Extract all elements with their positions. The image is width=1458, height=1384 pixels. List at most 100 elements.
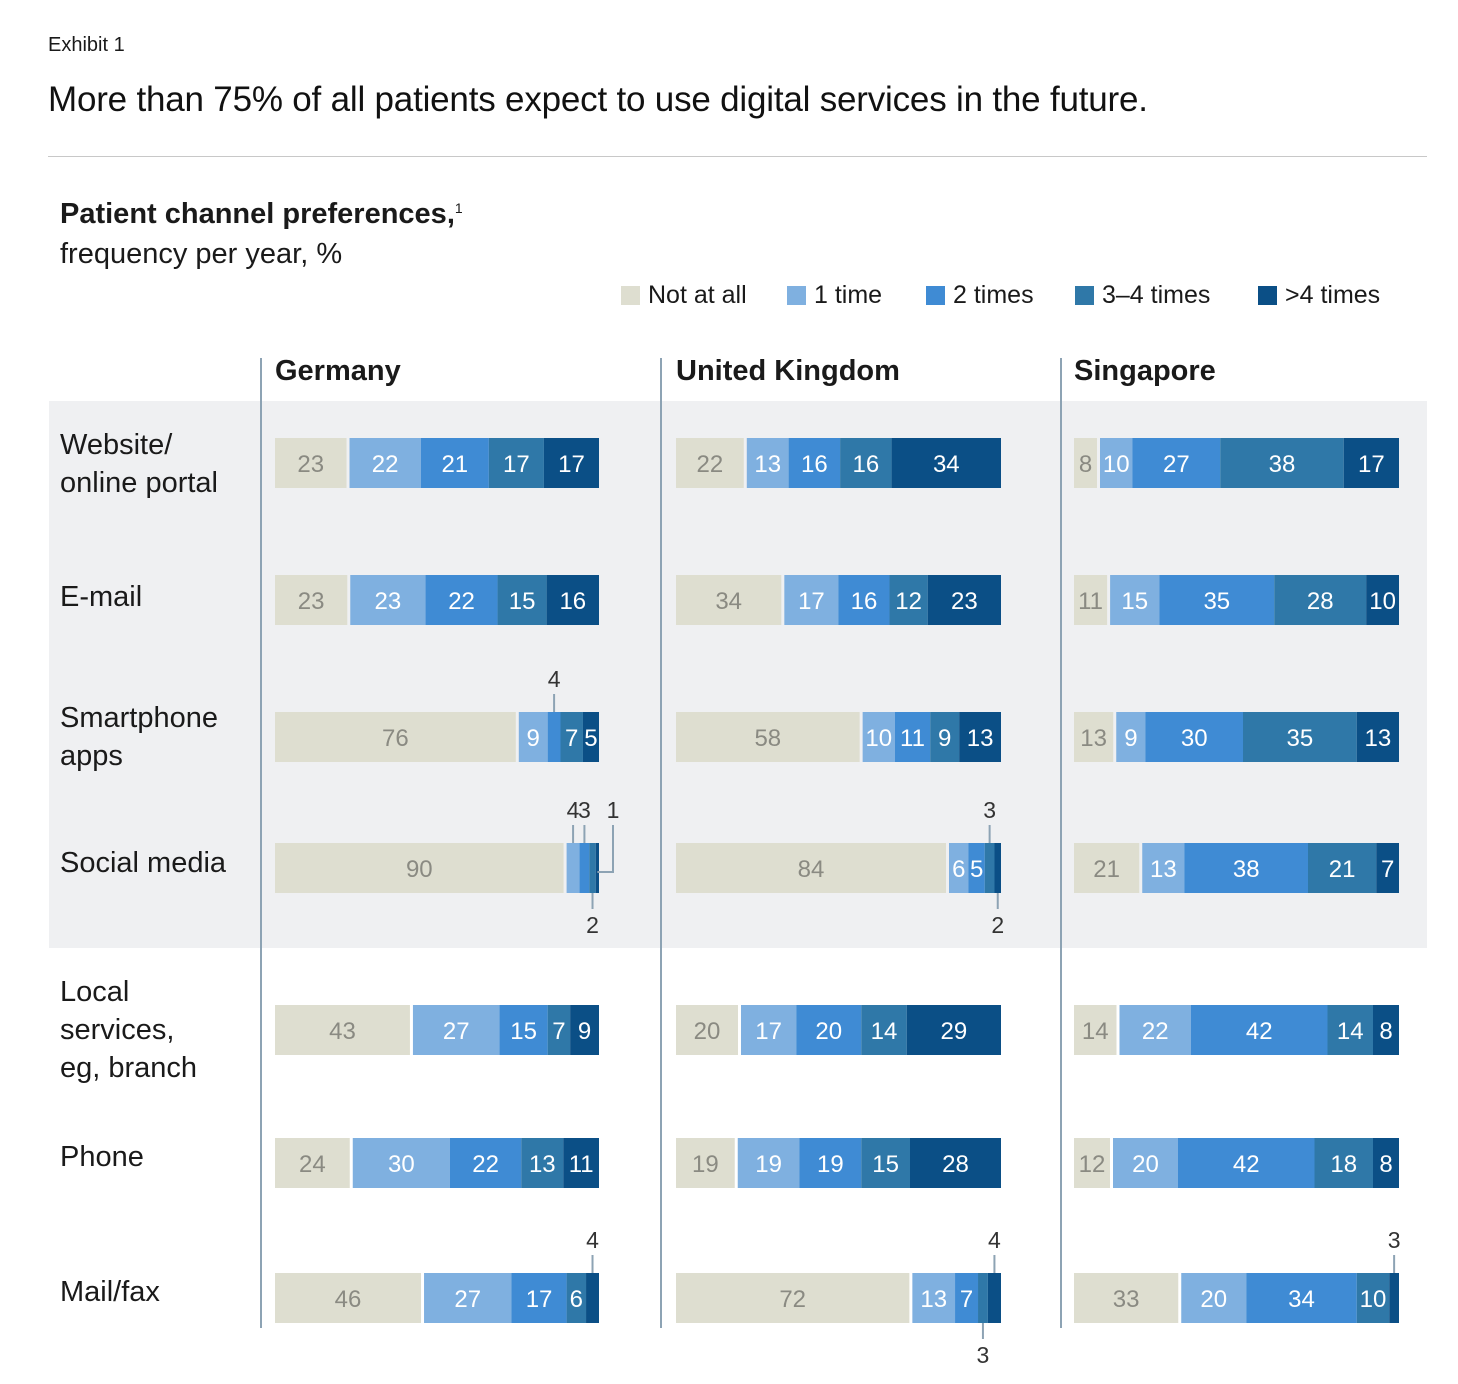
bar-united-kingdom-local-services-eg-branch-2-times [796,1005,862,1055]
bar-united-kingdom-mail-fax-1-time [912,1273,956,1323]
bar-value-label: 13 [529,1151,556,1178]
legend-label: 1 time [814,280,883,309]
bar-value-label: 17 [503,451,530,478]
bar-united-kingdom-social-media-4-times [994,843,1001,893]
category-label-e-mail: E-mail [60,581,142,613]
bar-germany-website-online-portal-2-times [420,438,489,488]
bar-value-label: 11 [569,1151,594,1178]
bar-value-label: 76 [382,725,409,752]
bar-singapore-social-media-3-4-times [1308,843,1377,893]
bar-germany-local-services-eg-branch-2-times [499,1005,548,1055]
bar-value-label: 14 [1082,1018,1109,1045]
callout-label: 4 [567,797,580,823]
bar-united-kingdom-social-media-3-4-times [984,843,995,893]
bar-germany-e-mail-3-4-times [497,575,547,625]
bar-germany-phone-not-at-all [275,1138,350,1188]
bar-value-label: 13 [920,1286,947,1313]
bar-value-label: 18 [1330,1151,1357,1178]
bar-value-label: 14 [871,1018,898,1045]
bar-singapore-website-online-portal-3-4-times [1220,438,1344,488]
legend-label: 2 times [953,280,1034,309]
bar-germany-phone-1-time [352,1138,450,1188]
bar-germany-mail-fax-1-time [424,1273,512,1323]
bar-value-label: 15 [1121,588,1148,615]
bar-value-label: 15 [872,1151,899,1178]
legend-label: >4 times [1285,280,1381,309]
bar-value-label: 38 [1233,856,1260,883]
bar-singapore-e-mail-not-at-all [1074,575,1108,625]
bar-singapore-social-media-4-times [1376,843,1399,893]
bar-value-label: 35 [1287,725,1314,752]
divider [48,156,1427,157]
bar-value-label: 23 [297,451,324,478]
bar-value-label: 20 [1132,1151,1159,1178]
bar-value-label: 30 [388,1151,415,1178]
category-label-line: online portal [60,467,218,499]
bar-singapore-smartphone-apps-not-at-all [1074,712,1114,762]
bar-value-label: 90 [406,856,433,883]
bar-value-label: 30 [1181,725,1208,752]
bar-singapore-e-mail-2-times [1159,575,1275,625]
legend-item-3-4-times: 3–4 times [1075,280,1210,310]
bar-united-kingdom-local-services-eg-branch-not-at-all [676,1005,738,1055]
bar-value-label: 9 [938,725,951,752]
bar-value-label: 7 [565,725,578,752]
bar-value-label: 7 [1381,856,1394,883]
bar-singapore-local-services-eg-branch-1-time [1119,1005,1191,1055]
chart-title: Patient channel preferences,1 [60,198,463,231]
bar-value-label: 34 [715,588,742,615]
bar-germany-smartphone-apps-4-times [582,712,599,762]
legend-item-not-at-all: Not at all [621,280,747,310]
bar-united-kingdom-smartphone-apps-3-4-times [930,712,960,762]
bar-singapore-website-online-portal-not-at-all [1074,438,1097,488]
legend-swatch [787,285,806,305]
bar-united-kingdom-local-services-eg-branch-1-time [741,1005,797,1055]
bar-value-label: 16 [801,451,828,478]
bar-singapore-local-services-eg-branch-not-at-all [1074,1005,1117,1055]
bar-united-kingdom-website-online-portal-3-4-times [840,438,892,488]
bar-germany-local-services-eg-branch-1-time [412,1005,500,1055]
bar-value-label: 12 [895,588,922,615]
bar-singapore-social-media-1-time [1142,843,1185,893]
callout-label: 3 [983,797,996,823]
bar-singapore-smartphone-apps-4-times [1356,712,1399,762]
bar-united-kingdom-smartphone-apps-not-at-all [676,712,860,762]
bar-value-label: 72 [779,1286,806,1313]
bar-value-label: 22 [472,1151,499,1178]
bar-united-kingdom-phone-1-time [737,1138,800,1188]
callout-label: 4 [586,1227,599,1253]
bar-value-label: 21 [441,451,468,478]
bar-value-label: 16 [559,588,586,615]
bar-singapore-local-services-eg-branch-3-4-times [1327,1005,1373,1055]
bar-value-label: 35 [1203,588,1230,615]
chart-title-text: Patient channel preferences, [60,198,455,230]
bar-value-label: 46 [335,1286,362,1313]
category-label-phone: Phone [60,1141,144,1173]
callout-label: 1 [607,797,620,823]
bar-germany-smartphone-apps-not-at-all [275,712,516,762]
bar-united-kingdom-e-mail-not-at-all [676,575,782,625]
bar-value-label: 20 [815,1018,842,1045]
callout-leader [597,825,614,873]
bar-value-label: 38 [1269,451,1296,478]
bar-value-label: 34 [1288,1286,1315,1313]
bar-singapore-phone-2-times [1178,1138,1315,1188]
panel-title-germany: Germany [275,355,401,387]
bar-singapore-mail-fax-1-time [1181,1273,1247,1323]
bar-value-label: 7 [552,1018,565,1045]
category-label-line: E-mail [60,581,142,613]
legend-label: Not at all [648,280,747,309]
category-label-line: Social media [60,847,227,879]
bar-value-label: 11 [900,725,925,752]
category-label-line: apps [60,740,123,772]
bar-value-label: 28 [1307,588,1334,615]
bar-value-label: 6 [570,1286,583,1313]
bar-germany-local-services-eg-branch-not-at-all [275,1005,410,1055]
bar-value-label: 16 [851,588,878,615]
category-label-mail-fax: Mail/fax [60,1276,160,1308]
bar-value-label: 8 [1379,1151,1392,1178]
bar-value-label: 13 [1150,856,1177,883]
bar-singapore-e-mail-3-4-times [1274,575,1367,625]
category-label-line: eg, branch [60,1052,197,1084]
bar-value-label: 24 [299,1151,326,1178]
